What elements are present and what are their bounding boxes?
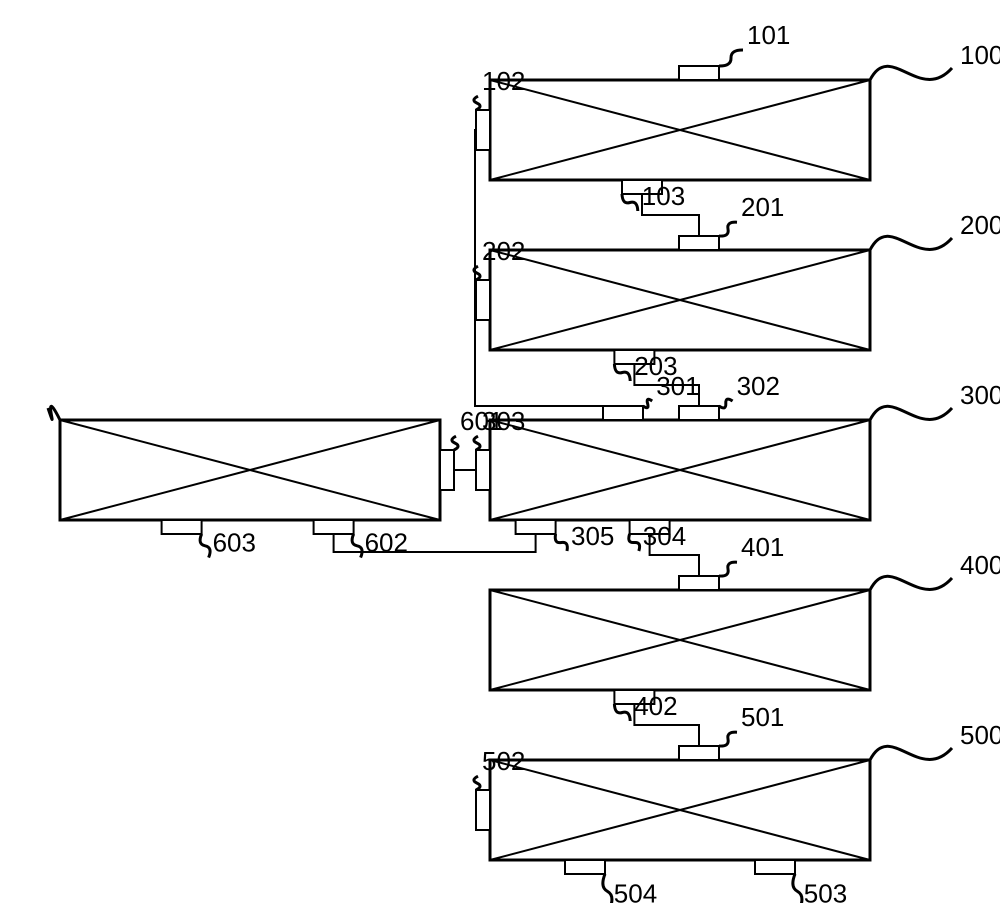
port-305 <box>516 520 556 534</box>
port-lead-303 <box>474 436 480 450</box>
port-302 <box>679 406 719 420</box>
port-lead-302 <box>719 399 733 408</box>
port-label-202: 202 <box>482 236 525 266</box>
port-301 <box>603 406 643 420</box>
port-label-501: 501 <box>741 702 784 732</box>
port-lead-501 <box>719 732 737 746</box>
port-label-305: 305 <box>571 521 614 551</box>
label-400: 400 <box>960 550 1000 580</box>
port-label-101: 101 <box>747 20 790 50</box>
port-label-602: 602 <box>365 528 408 558</box>
port-lead-201 <box>719 222 737 236</box>
label-200: 200 <box>960 210 1000 240</box>
port-lead-101 <box>719 50 743 66</box>
port-601 <box>440 450 454 490</box>
lead-100 <box>870 66 952 80</box>
port-501 <box>679 746 719 760</box>
lead-200 <box>870 236 952 250</box>
port-603 <box>162 520 202 534</box>
port-202 <box>476 280 490 320</box>
port-lead-203 <box>614 364 630 381</box>
diagram-canvas: 1002003004005006001011021032012022033013… <box>0 0 1000 903</box>
port-lead-502 <box>474 776 480 790</box>
port-lead-602 <box>352 534 362 558</box>
lead-300 <box>870 406 952 420</box>
port-label-401: 401 <box>741 532 784 562</box>
port-401 <box>679 576 719 590</box>
port-504 <box>565 860 605 874</box>
port-lead-503 <box>793 874 802 903</box>
port-lead-305 <box>555 534 567 551</box>
port-101 <box>679 66 719 80</box>
port-label-601: 601 <box>460 406 503 436</box>
port-lead-603 <box>200 534 210 558</box>
port-lead-402 <box>614 704 630 721</box>
port-label-201: 201 <box>741 192 784 222</box>
port-lead-401 <box>719 562 737 576</box>
port-303 <box>476 450 490 490</box>
port-label-504: 504 <box>614 879 657 903</box>
lead-500 <box>870 746 952 760</box>
port-503 <box>755 860 795 874</box>
port-lead-103 <box>622 194 638 211</box>
port-lead-601 <box>452 436 458 450</box>
port-label-302: 302 <box>737 371 780 401</box>
port-502 <box>476 790 490 830</box>
port-label-503: 503 <box>804 879 847 903</box>
port-602 <box>314 520 354 534</box>
port-lead-504 <box>603 874 612 903</box>
lead-400 <box>870 576 952 590</box>
lead-600 <box>48 406 60 420</box>
label-500: 500 <box>960 720 1000 750</box>
port-lead-102 <box>474 96 480 110</box>
port-label-603: 603 <box>213 528 256 558</box>
port-lead-301 <box>643 399 652 407</box>
label-300: 300 <box>960 380 1000 410</box>
port-label-103: 103 <box>642 181 685 211</box>
port-lead-304 <box>629 534 640 551</box>
port-label-502: 502 <box>482 746 525 776</box>
port-102 <box>476 110 490 150</box>
label-100: 100 <box>960 40 1000 70</box>
port-201 <box>679 236 719 250</box>
port-label-402: 402 <box>634 691 677 721</box>
port-label-102: 102 <box>482 66 525 96</box>
